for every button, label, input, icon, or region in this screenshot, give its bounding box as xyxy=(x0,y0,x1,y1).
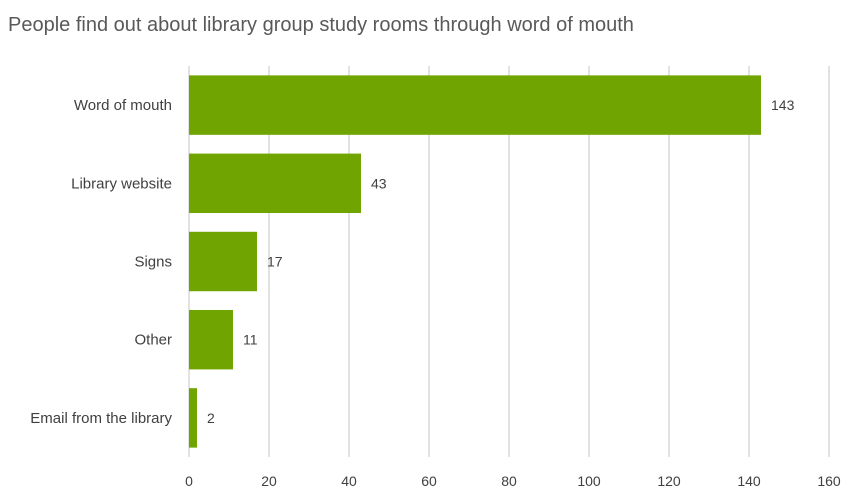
data-labels: 143 43 17 11 2 xyxy=(207,97,795,426)
x-tick-label: 20 xyxy=(261,473,277,489)
bar-library-website xyxy=(189,153,361,214)
category-label: Signs xyxy=(134,254,172,271)
x-tick-label: 40 xyxy=(341,473,357,489)
bars xyxy=(189,75,761,448)
category-label: Email from the library xyxy=(30,410,172,427)
x-tick-label: 120 xyxy=(657,473,681,489)
bar-word-of-mouth xyxy=(189,75,761,135)
bar-signs xyxy=(189,231,257,292)
category-label: Word of mouth xyxy=(74,97,172,114)
data-label: 17 xyxy=(267,254,283,270)
x-tick-label: 80 xyxy=(501,473,517,489)
category-label: Other xyxy=(134,332,172,349)
x-axis-ticks: 0 20 40 60 80 100 120 140 160 xyxy=(185,473,841,489)
data-label: 43 xyxy=(371,175,387,191)
bar-other xyxy=(189,309,233,370)
x-tick-label: 60 xyxy=(421,473,437,489)
data-label: 143 xyxy=(771,97,795,113)
x-tick-label: 140 xyxy=(737,473,761,489)
category-label: Library website xyxy=(71,175,172,192)
bar-email-from-the-library xyxy=(189,388,197,448)
data-label: 2 xyxy=(207,410,215,426)
data-label: 11 xyxy=(243,332,258,348)
x-tick-label: 100 xyxy=(577,473,601,489)
x-tick-label: 0 xyxy=(185,473,193,489)
chart-title: People find out about library group stud… xyxy=(8,14,634,36)
category-labels: Word of mouth Library website Signs Other Em… xyxy=(30,97,172,427)
x-tick-label: 160 xyxy=(817,473,841,489)
